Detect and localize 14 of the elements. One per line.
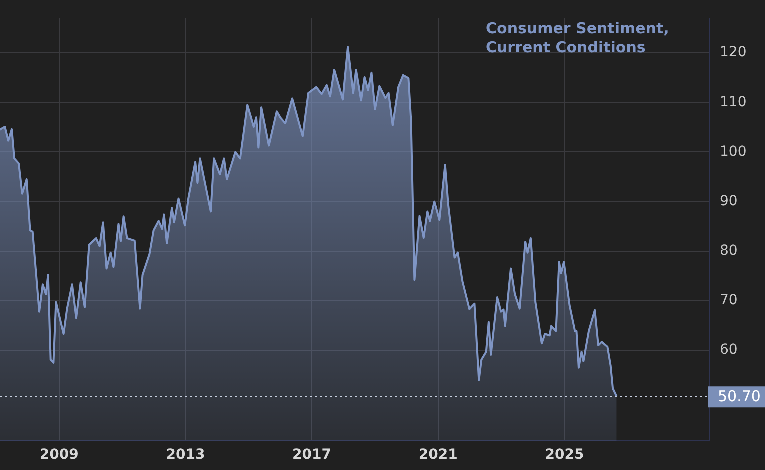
y-tick-label: 120 xyxy=(720,44,747,61)
x-tick-label: 2009 xyxy=(40,447,79,464)
y-tick-label: 100 xyxy=(720,144,747,160)
y-tick-label: 90 xyxy=(720,193,738,210)
x-tick-label: 2025 xyxy=(545,447,584,464)
x-tick-label: 2017 xyxy=(292,447,332,464)
x-tick-label: 2013 xyxy=(166,447,206,464)
y-tick-label: 70 xyxy=(720,292,738,309)
y-tick-label: 80 xyxy=(720,243,738,259)
ref-line-label: 50.70 xyxy=(718,387,761,406)
y-tick-label: 110 xyxy=(720,94,747,110)
y-tick-label: 60 xyxy=(720,342,738,358)
text: Consumer Sentiment, Current Conditions xyxy=(486,19,670,56)
x-tick-label: 2021 xyxy=(418,447,458,464)
